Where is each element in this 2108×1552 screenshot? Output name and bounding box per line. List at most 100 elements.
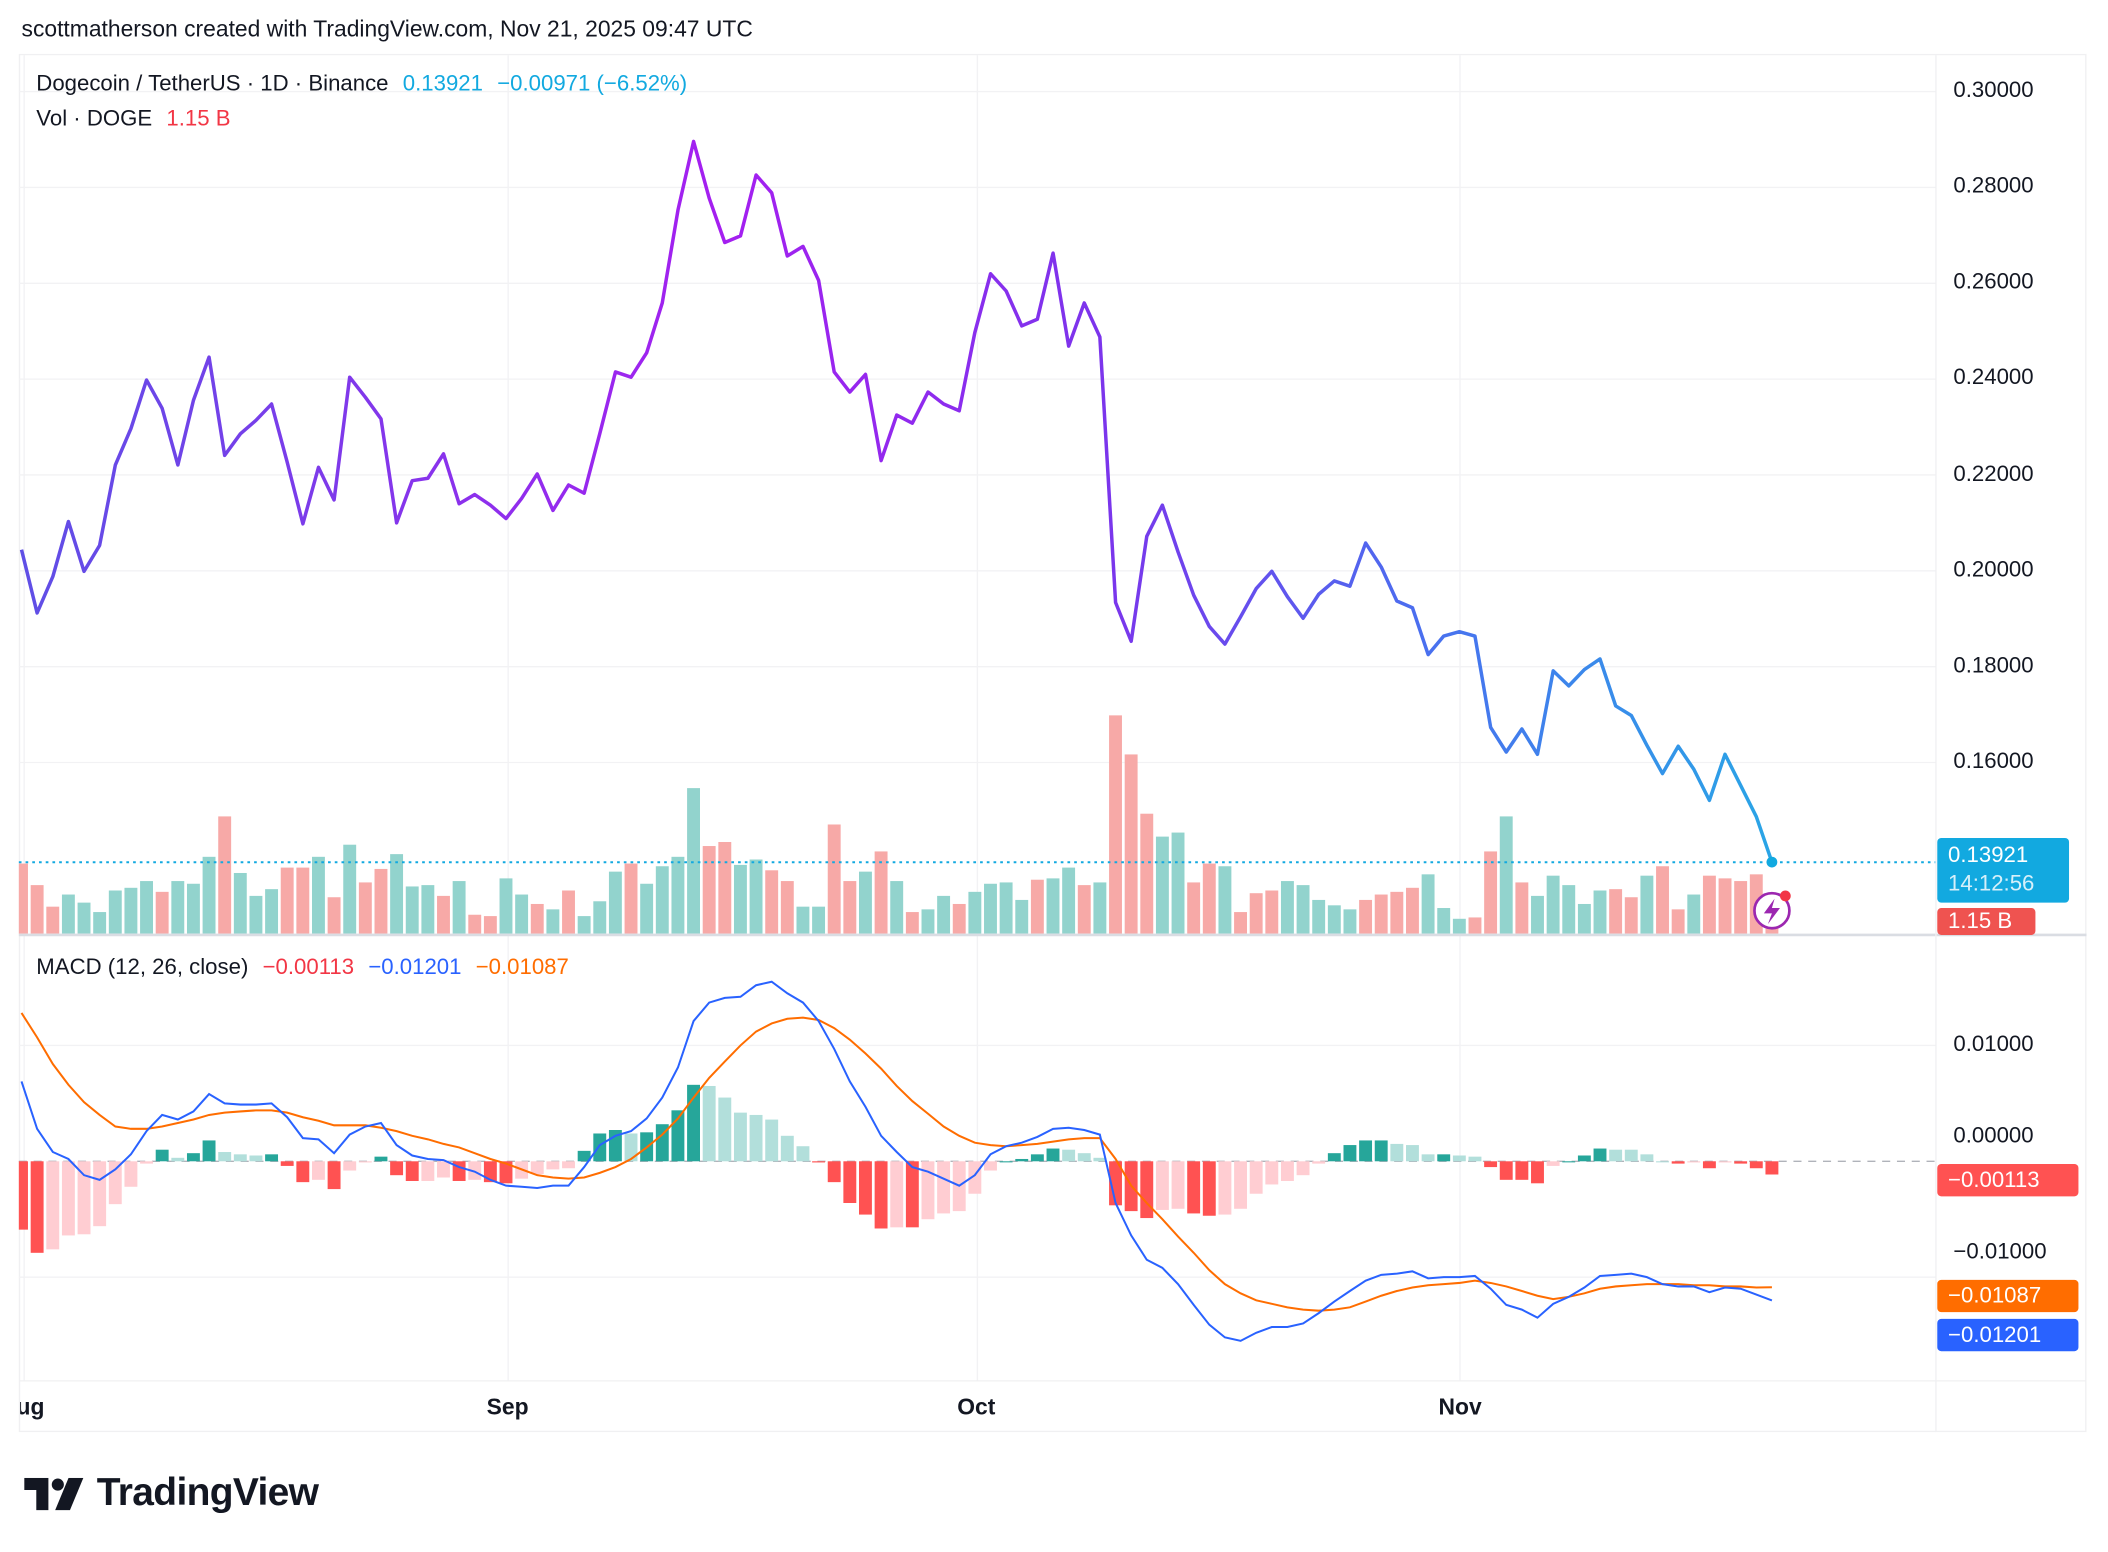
macd-histogram-bar <box>1577 1155 1591 1162</box>
volume-bar <box>984 883 997 934</box>
macd-histogram-bar <box>874 1161 888 1229</box>
macd-histogram-bar <box>468 1161 482 1180</box>
volume-bar <box>1359 899 1373 934</box>
volume-bar <box>796 906 810 934</box>
macd-histogram-bar <box>327 1161 341 1190</box>
volume-legend[interactable]: Vol · DOGE 1.15 B <box>36 106 230 132</box>
macd-histogram <box>18 1084 1779 1253</box>
volume-bar <box>562 890 575 934</box>
symbol-legend[interactable]: Dogecoin / TetherUS · 1D · Binance 0.139… <box>36 71 687 97</box>
volume-bar <box>437 895 450 934</box>
volume-bar <box>1531 895 1544 934</box>
macd-histogram-bar <box>749 1114 763 1162</box>
volume-bar <box>890 881 904 934</box>
tradingview-logo[interactable]: TradingView <box>24 1471 319 1515</box>
last-price-tag-value: 0.13921 <box>1948 843 2029 868</box>
volume-bar <box>608 871 622 934</box>
volume-bar <box>1390 891 1404 934</box>
volume-bar <box>1265 890 1279 934</box>
macd-histogram-bar <box>343 1161 357 1171</box>
macd-histogram-bar <box>405 1161 419 1181</box>
volume-bar <box>671 856 685 934</box>
macd-histogram-bar <box>1452 1155 1466 1162</box>
volume-bars <box>18 715 1779 934</box>
volume-bar <box>968 891 982 934</box>
volume-tag: 1.15 B <box>1937 908 2036 935</box>
volume-bar <box>1030 879 1044 934</box>
volume-bar <box>280 867 294 934</box>
volume-bar <box>327 897 341 934</box>
volume-bar <box>1702 875 1716 934</box>
macd-histogram-bar <box>61 1161 75 1236</box>
macd-histogram-bar <box>1280 1161 1294 1181</box>
macd-histogram-bar <box>18 1161 28 1230</box>
macd-hist-tag: −0.00113 <box>1937 1163 2079 1197</box>
macd-histogram-bar <box>374 1156 388 1162</box>
volume-bar <box>1437 908 1451 934</box>
macd-hist-value: −0.00113 <box>262 955 355 980</box>
volume-bar <box>687 788 700 934</box>
macd-histogram-bar <box>1702 1161 1716 1169</box>
macd-histogram-bar <box>1468 1156 1482 1162</box>
macd-histogram-bar <box>1656 1161 1669 1163</box>
macd-histogram-bar <box>296 1161 310 1183</box>
macd-histogram-bar <box>1202 1161 1216 1216</box>
volume-bar <box>468 914 482 934</box>
macd-legend[interactable]: MACD (12, 26, close) −0.00113 −0.01201 −… <box>36 955 569 981</box>
macd-histogram-bar <box>358 1161 372 1163</box>
price-tick: 0.24000 <box>1953 365 2034 390</box>
macd-histogram-bar <box>1718 1161 1732 1163</box>
volume-bar <box>765 870 779 934</box>
macd-histogram-bar <box>1343 1145 1357 1162</box>
macd-histogram-bar <box>1265 1161 1279 1185</box>
macd-histogram-bar <box>1531 1161 1544 1184</box>
tradingview-logo-icon <box>24 1477 84 1510</box>
volume-bar <box>655 866 669 934</box>
macd-histogram-bar <box>265 1154 279 1162</box>
macd-histogram-bar <box>1171 1161 1185 1209</box>
macd-histogram-bar <box>1312 1161 1326 1164</box>
volume-bar <box>780 881 794 934</box>
grid-lines <box>18 55 1936 1381</box>
price-tick: 0.22000 <box>1953 462 2034 487</box>
macd-histogram-bar <box>202 1140 216 1162</box>
volume-bar <box>749 859 763 934</box>
macd-histogram-bar <box>1155 1161 1169 1210</box>
macd-histogram-bar <box>437 1161 450 1178</box>
month-label: Nov <box>1438 1394 1482 1420</box>
volume-bar <box>1562 885 1576 934</box>
volume-bar <box>1077 885 1091 934</box>
volume-bar <box>1280 881 1294 934</box>
macd-histogram-bar <box>1062 1149 1076 1162</box>
volume-bar <box>1312 899 1326 934</box>
volume-bar <box>1546 875 1560 934</box>
macd-histogram-bar <box>1515 1161 1529 1180</box>
volume-bar <box>1624 897 1638 934</box>
macd-histogram-bar <box>827 1161 841 1183</box>
volume-bar <box>108 890 122 934</box>
lightning-icon[interactable] <box>1753 890 1791 930</box>
macd-histogram-bar <box>124 1161 138 1187</box>
macd-tick: 0.00000 <box>1953 1123 2034 1148</box>
time-axis[interactable]: Aug Sep Oct Nov <box>20 1392 1936 1427</box>
macd-histogram-bar <box>1624 1149 1638 1162</box>
macd-histogram-bar <box>108 1161 122 1205</box>
macd-histogram-bar <box>655 1124 669 1162</box>
volume-bar <box>1421 874 1435 934</box>
price-tick: 0.16000 <box>1953 749 2034 774</box>
macd-histogram-bar <box>1374 1140 1388 1162</box>
volume-bar <box>577 916 591 934</box>
macd-histogram-bar <box>1030 1154 1044 1162</box>
volume-bar <box>1155 836 1169 934</box>
volume-bar <box>390 854 404 934</box>
volume-bar <box>405 886 419 934</box>
macd-histogram-bar <box>390 1161 404 1176</box>
volume-bar <box>46 906 60 934</box>
macd-histogram-bar <box>155 1149 169 1162</box>
macd-histogram-bar <box>1187 1161 1201 1214</box>
volume-bar <box>499 878 513 934</box>
volume-bar <box>233 872 247 934</box>
macd-histogram-bar <box>1296 1161 1310 1176</box>
